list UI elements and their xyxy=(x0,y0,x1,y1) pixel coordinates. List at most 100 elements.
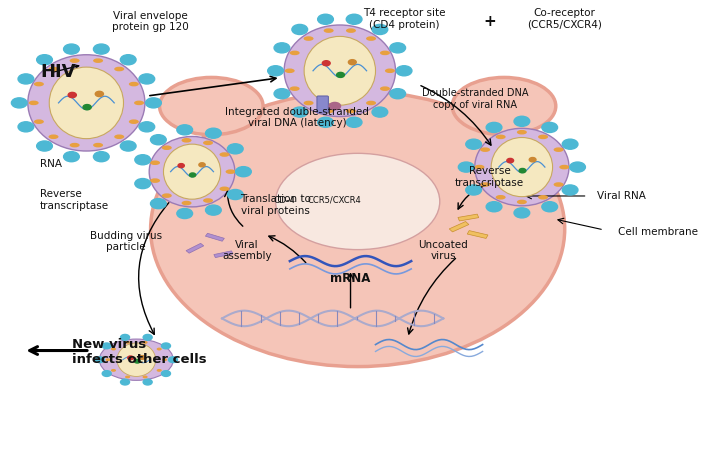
Ellipse shape xyxy=(29,101,39,106)
Circle shape xyxy=(63,45,79,55)
Text: HIV: HIV xyxy=(40,62,76,81)
Circle shape xyxy=(228,145,243,155)
Circle shape xyxy=(120,142,136,152)
Ellipse shape xyxy=(111,369,116,372)
Circle shape xyxy=(161,343,171,349)
Ellipse shape xyxy=(160,78,263,135)
Ellipse shape xyxy=(125,341,130,344)
Ellipse shape xyxy=(162,358,167,361)
Circle shape xyxy=(145,99,161,109)
Circle shape xyxy=(177,125,192,135)
Circle shape xyxy=(127,356,133,360)
Circle shape xyxy=(199,163,205,168)
Ellipse shape xyxy=(129,120,139,125)
Polygon shape xyxy=(449,222,469,232)
Ellipse shape xyxy=(495,135,505,140)
Ellipse shape xyxy=(474,129,569,207)
Polygon shape xyxy=(205,234,225,242)
Circle shape xyxy=(346,118,362,128)
Circle shape xyxy=(143,335,152,341)
Circle shape xyxy=(292,25,307,35)
Circle shape xyxy=(570,162,585,173)
Circle shape xyxy=(519,169,526,174)
Ellipse shape xyxy=(380,51,390,56)
Circle shape xyxy=(205,129,221,139)
Circle shape xyxy=(135,156,150,165)
Ellipse shape xyxy=(289,51,300,56)
Circle shape xyxy=(346,15,362,25)
Ellipse shape xyxy=(538,135,548,140)
Circle shape xyxy=(372,25,388,35)
Circle shape xyxy=(95,357,104,363)
Circle shape xyxy=(68,93,76,98)
Circle shape xyxy=(542,202,557,213)
Ellipse shape xyxy=(284,26,395,118)
Text: Budding virus
particle: Budding virus particle xyxy=(89,230,162,252)
Circle shape xyxy=(37,142,53,152)
Circle shape xyxy=(542,123,557,133)
Text: T4 receptor site
(CD4 protein): T4 receptor site (CD4 protein) xyxy=(363,8,446,30)
Text: mRNA: mRNA xyxy=(330,271,371,284)
Ellipse shape xyxy=(99,339,174,381)
Circle shape xyxy=(37,56,53,66)
Ellipse shape xyxy=(203,199,213,203)
Circle shape xyxy=(178,164,184,168)
Ellipse shape xyxy=(150,161,160,166)
Circle shape xyxy=(135,179,150,189)
Ellipse shape xyxy=(491,138,552,197)
Circle shape xyxy=(274,90,289,100)
Ellipse shape xyxy=(157,348,162,351)
Circle shape xyxy=(168,357,177,363)
Ellipse shape xyxy=(220,153,230,157)
Circle shape xyxy=(94,152,109,162)
Ellipse shape xyxy=(304,37,376,106)
Ellipse shape xyxy=(480,148,490,152)
Polygon shape xyxy=(467,231,488,239)
Ellipse shape xyxy=(114,67,125,72)
Circle shape xyxy=(12,99,27,109)
Ellipse shape xyxy=(324,29,333,34)
Circle shape xyxy=(514,117,530,127)
Circle shape xyxy=(507,159,513,163)
Text: Reverse
transcriptase: Reverse transcriptase xyxy=(40,189,109,211)
Ellipse shape xyxy=(495,196,505,200)
Circle shape xyxy=(139,123,155,133)
Ellipse shape xyxy=(149,137,235,207)
Ellipse shape xyxy=(380,87,390,92)
Ellipse shape xyxy=(284,69,294,74)
Text: Viral RNA: Viral RNA xyxy=(597,190,646,200)
Circle shape xyxy=(135,359,140,363)
Ellipse shape xyxy=(157,369,162,372)
Circle shape xyxy=(102,343,111,349)
Ellipse shape xyxy=(117,343,156,376)
Polygon shape xyxy=(458,215,479,222)
Ellipse shape xyxy=(48,67,58,72)
Ellipse shape xyxy=(114,135,125,140)
Ellipse shape xyxy=(34,83,44,87)
Circle shape xyxy=(486,123,502,133)
Ellipse shape xyxy=(220,187,230,192)
Ellipse shape xyxy=(366,101,376,106)
Ellipse shape xyxy=(517,200,527,205)
Text: Reverse
transcriptase: Reverse transcriptase xyxy=(455,166,524,188)
Ellipse shape xyxy=(480,183,490,187)
Circle shape xyxy=(120,380,130,385)
Circle shape xyxy=(274,44,289,54)
Text: Viral
assembly: Viral assembly xyxy=(222,239,272,261)
Circle shape xyxy=(466,185,482,196)
Text: Double-stranded DNA
copy of viral RNA: Double-stranded DNA copy of viral RNA xyxy=(422,88,528,110)
Circle shape xyxy=(177,209,192,219)
Ellipse shape xyxy=(48,135,58,140)
Circle shape xyxy=(139,356,145,359)
Text: CD-4: CD-4 xyxy=(274,195,296,204)
Circle shape xyxy=(63,152,79,162)
Ellipse shape xyxy=(225,170,235,174)
Ellipse shape xyxy=(554,148,564,152)
Circle shape xyxy=(139,75,155,85)
Circle shape xyxy=(372,108,388,118)
Text: RNA: RNA xyxy=(40,158,62,168)
Ellipse shape xyxy=(150,92,564,367)
Ellipse shape xyxy=(150,179,160,184)
Ellipse shape xyxy=(143,341,148,344)
Ellipse shape xyxy=(106,358,111,361)
